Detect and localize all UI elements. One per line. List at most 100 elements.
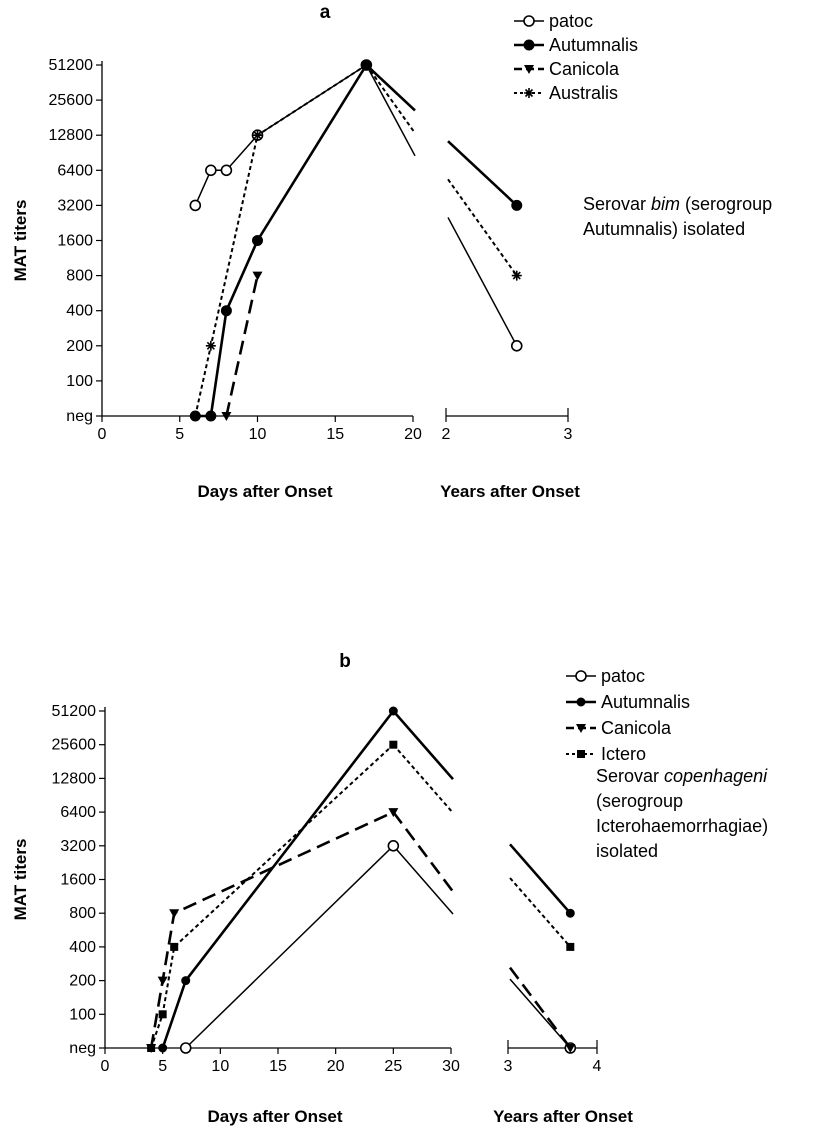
y-tick-label: 1600 <box>60 872 96 889</box>
data-point <box>361 60 372 70</box>
series-autumnalis <box>158 706 575 1053</box>
data-point <box>577 750 585 758</box>
x-tick-label: 4 <box>593 1058 602 1075</box>
series-canicola <box>221 271 263 421</box>
x-tick-label: 10 <box>249 426 267 443</box>
series-line <box>195 64 368 418</box>
y-tick-label: 400 <box>69 939 96 956</box>
x-tick-label: 15 <box>269 1058 287 1075</box>
data-point <box>220 305 232 317</box>
data-point <box>221 412 232 421</box>
data-point <box>189 199 202 212</box>
legend-label: Australis <box>549 83 618 103</box>
series-line <box>447 217 518 347</box>
panel-a: aneg100200400800160032006400128002560051… <box>11 2 772 501</box>
data-point <box>524 88 534 98</box>
data-point <box>252 130 263 141</box>
legend-item-patoc: patoc <box>566 666 645 686</box>
annotation-line: Serovar bim (serogroup <box>583 194 772 214</box>
data-point <box>157 976 168 986</box>
legend-label: Autumnalis <box>601 692 690 712</box>
data-point <box>220 164 233 177</box>
series-ictero <box>147 740 575 1052</box>
y-tick-label: 200 <box>66 338 93 355</box>
y-axis-title: MAT titers <box>11 200 30 282</box>
legend-label: Ictero <box>601 744 646 764</box>
data-point <box>205 340 216 351</box>
legend-label: Canicola <box>549 59 620 79</box>
data-point <box>387 839 400 852</box>
y-tick-label: 3200 <box>57 197 93 214</box>
y-tick-label: 1600 <box>57 233 93 250</box>
panel-label: b <box>339 651 351 672</box>
data-point <box>169 909 180 919</box>
x-tick-label: 30 <box>442 1058 460 1075</box>
legend-label: patoc <box>549 11 593 31</box>
data-point <box>511 270 522 281</box>
data-point <box>205 410 217 422</box>
days-axis-title: Days after Onset <box>207 1107 342 1126</box>
x-tick-label: 0 <box>101 1058 110 1075</box>
y-tick-label: neg <box>66 408 93 425</box>
series-line <box>509 877 572 948</box>
data-point <box>523 39 535 51</box>
annotation-text: Serovar <box>583 194 651 214</box>
series-line <box>194 64 367 417</box>
data-point <box>190 411 201 421</box>
series-line <box>365 64 416 157</box>
annotation-line: isolated <box>596 841 658 861</box>
series-patoc <box>179 839 577 1054</box>
series-patoc <box>189 59 523 352</box>
series-line <box>392 710 454 781</box>
series-line <box>194 64 367 206</box>
legend-item-patoc: patoc <box>514 11 593 31</box>
series-line <box>508 966 572 1049</box>
x-tick-label: 2 <box>442 426 451 443</box>
legend-item-autumnalis: Autumnalis <box>514 35 638 55</box>
x-tick-label: 3 <box>564 426 573 443</box>
x-tick-label: 20 <box>404 426 422 443</box>
series-line <box>447 178 518 277</box>
series-line <box>392 811 455 893</box>
data-point <box>510 339 523 352</box>
annotation-serovar: bim <box>651 194 680 214</box>
data-point <box>158 1010 167 1019</box>
x-tick-label: 5 <box>175 426 184 443</box>
series-autumnalis <box>189 59 523 422</box>
data-point <box>576 724 586 733</box>
y-axis-title: MAT titers <box>11 839 30 921</box>
annotation-serovar: copenhageni <box>664 766 768 786</box>
y-tick-label: neg <box>69 1040 96 1057</box>
x-tick-label: 3 <box>504 1058 513 1075</box>
series-australis <box>190 60 522 421</box>
series-line <box>225 275 259 417</box>
data-point <box>147 1044 156 1052</box>
series-line <box>149 810 394 1049</box>
data-point <box>523 15 535 27</box>
annotation-text: Serovar <box>596 766 664 786</box>
data-point <box>205 164 217 177</box>
y-tick-label: 12800 <box>52 770 97 787</box>
data-point <box>575 670 587 682</box>
data-point <box>252 271 263 281</box>
data-point <box>565 1044 576 1053</box>
data-point <box>566 942 575 951</box>
x-tick-label: 5 <box>158 1058 167 1075</box>
annotation-line: (serogroup <box>596 791 683 811</box>
annotation-line: Serovar copenhageni <box>596 766 768 786</box>
annotation-line: Autumnalis) isolated <box>583 219 745 239</box>
y-tick-label: 800 <box>69 905 96 922</box>
y-tick-label: 100 <box>69 1006 96 1023</box>
y-tick-label: 6400 <box>57 162 93 179</box>
legend-item-canicola: Canicola <box>566 718 672 738</box>
legend-item-autumnalis: Autumnalis <box>566 692 690 712</box>
years-axis-title: Years after Onset <box>493 1107 633 1126</box>
series-line <box>150 743 395 1049</box>
data-point <box>158 1043 168 1053</box>
data-point <box>388 808 399 818</box>
y-tick-label: 51200 <box>52 703 97 720</box>
data-point <box>389 740 398 749</box>
legend-label: Canicola <box>601 718 672 738</box>
annotation-line: Icterohaemorrhagiae) <box>596 816 768 836</box>
series-line <box>392 744 454 814</box>
